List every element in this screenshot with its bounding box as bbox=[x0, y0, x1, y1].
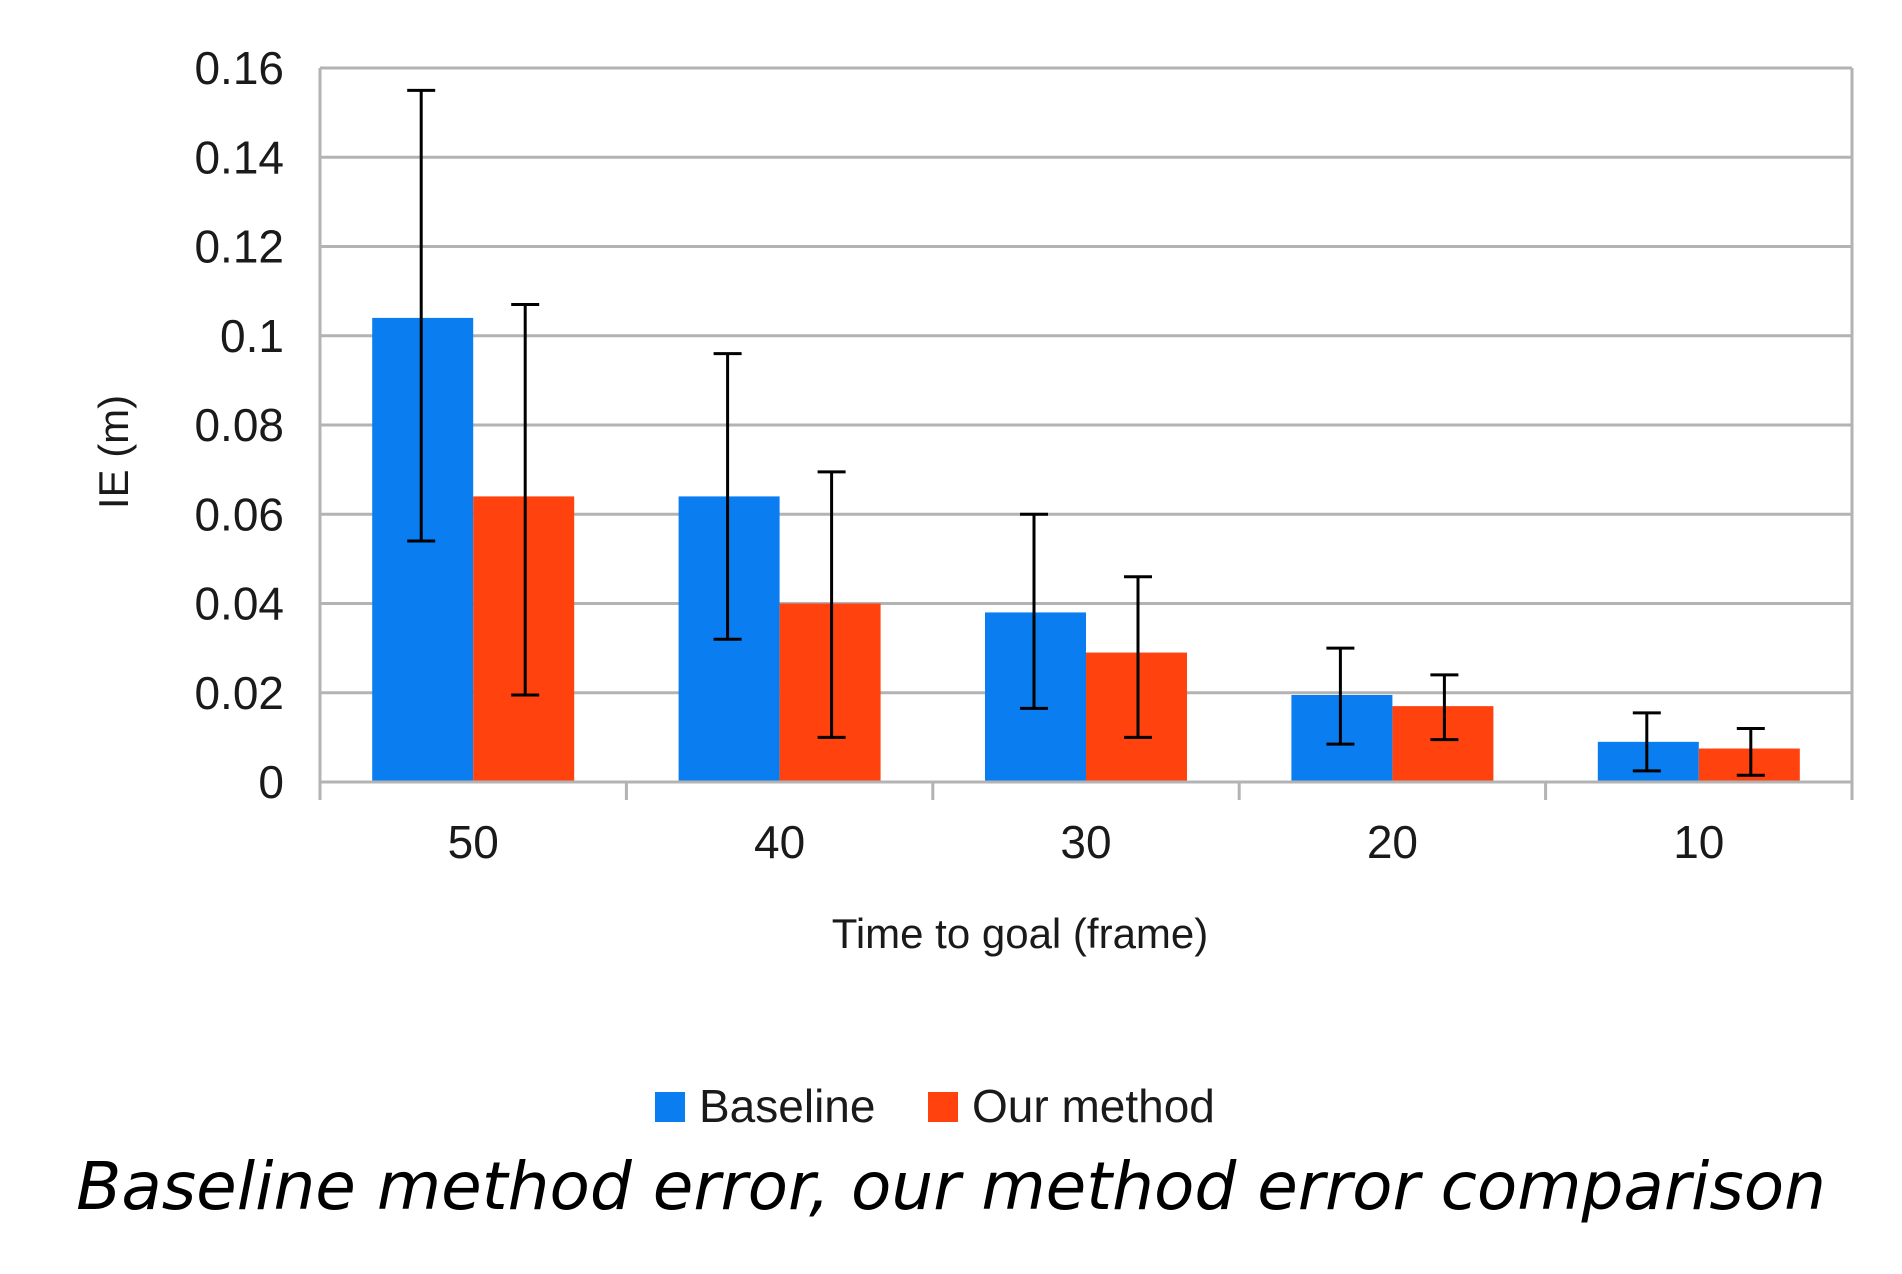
error-bar bbox=[1124, 575, 1152, 739]
y-tick-label: 0.1 bbox=[220, 310, 284, 362]
y-axis-label: IE (m) bbox=[90, 395, 137, 509]
y-tick-label: 0.04 bbox=[194, 578, 284, 630]
legend-label: Baseline bbox=[699, 1080, 875, 1132]
error-bar bbox=[713, 352, 742, 641]
error-bar bbox=[817, 470, 846, 739]
error-bar bbox=[1736, 726, 1765, 777]
legend: Baseline Our method bbox=[655, 1080, 1215, 1132]
y-tick-label: 0.06 bbox=[194, 488, 284, 540]
error-bar bbox=[407, 88, 436, 543]
error-bar bbox=[1430, 673, 1459, 742]
y-tick-label: 0 bbox=[258, 756, 284, 808]
gridlines bbox=[318, 66, 1854, 784]
y-tick-label: 0.12 bbox=[194, 221, 284, 273]
error-bar bbox=[1632, 711, 1661, 773]
legend-swatch bbox=[928, 1092, 958, 1122]
error-bar bbox=[511, 303, 540, 697]
y-tick-label: 0.14 bbox=[194, 131, 284, 183]
figure-caption: Baseline method error, our method error … bbox=[76, 1148, 1826, 1225]
x-axis: 50 40 30 20 10 bbox=[318, 780, 1854, 868]
bars bbox=[372, 317, 1800, 782]
x-tick-label: 30 bbox=[1060, 816, 1111, 868]
legend-label: Our method bbox=[972, 1080, 1215, 1132]
x-axis-label: Time to goal (frame) bbox=[832, 910, 1209, 957]
y-tick-label: 0.02 bbox=[194, 667, 284, 719]
x-tick-label: 40 bbox=[754, 816, 805, 868]
y-axis-ticks: 0 0.02 0.04 0.06 0.08 0.1 0.12 0.14 0.16 bbox=[194, 42, 284, 808]
y-tick-label: 0.08 bbox=[194, 399, 284, 451]
legend-swatch bbox=[655, 1092, 685, 1122]
error-bar bbox=[1326, 646, 1355, 746]
error-bar bbox=[1020, 512, 1048, 710]
x-tick-label: 50 bbox=[448, 816, 499, 868]
error-bars bbox=[407, 88, 1765, 777]
x-tick-label: 10 bbox=[1673, 816, 1724, 868]
y-tick-label: 0.16 bbox=[194, 42, 284, 94]
x-tick-label: 20 bbox=[1367, 816, 1418, 868]
